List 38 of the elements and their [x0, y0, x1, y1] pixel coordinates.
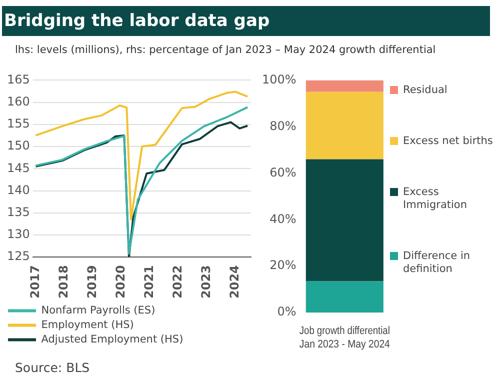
y-tick-label: 165	[7, 72, 30, 86]
x-tick-label: 2020	[113, 265, 128, 299]
y-tick-label: 100%	[262, 72, 296, 86]
y-tick-label: 155	[7, 116, 30, 131]
legend-label: Nonfarm Payrolls (ES)	[41, 304, 156, 316]
x-tick-label: 2018	[56, 265, 70, 299]
legend-label: Residual	[403, 84, 448, 97]
chart-title: Bridging the labor data gap	[2, 6, 490, 36]
y-tick-label: 135	[7, 205, 30, 219]
x-tick-label: 2023	[198, 265, 213, 299]
legend-label: Excess Immigration	[403, 186, 468, 212]
legend-label: Adjusted Employment (HS)	[41, 333, 184, 346]
y-tick-label: 20%	[270, 258, 296, 272]
y-tick-label: 160	[7, 94, 30, 108]
y-tick-label: 0%	[277, 304, 296, 319]
bar	[306, 159, 384, 282]
bar	[306, 80, 384, 92]
x-tick-label: 2019	[84, 265, 99, 299]
y-tick-label: 145	[7, 160, 30, 175]
bar	[306, 281, 384, 313]
legend-label: Difference in definition	[403, 250, 472, 276]
chart-subtitle: lhs: levels (millions), rhs: percentage of Jan 2023 – May 2024 growth differential	[15, 44, 436, 56]
y-tick-label: 140	[7, 182, 30, 197]
y-tick-label: 60%	[270, 165, 296, 180]
source-note: Source: BLS	[15, 360, 90, 375]
legend-label: Excess net births	[403, 135, 493, 148]
y-tick-label: 80%	[270, 118, 296, 133]
x-tick-label: 2021	[142, 265, 156, 299]
y-tick-label: 150	[7, 138, 30, 153]
x-tick-label: 2022	[170, 265, 184, 299]
y-tick-label: 130	[7, 227, 30, 242]
y-tick-label: 125	[7, 249, 30, 264]
y-tick-label: 40%	[270, 212, 296, 226]
x-axis-title: Job growth differential Jan 2023 - May 2024	[299, 326, 390, 351]
x-tick-label: 2017	[28, 265, 42, 299]
bar	[306, 92, 384, 160]
x-tick-label: 2024	[227, 265, 242, 299]
legend-label: Employment (HS)	[41, 318, 134, 331]
